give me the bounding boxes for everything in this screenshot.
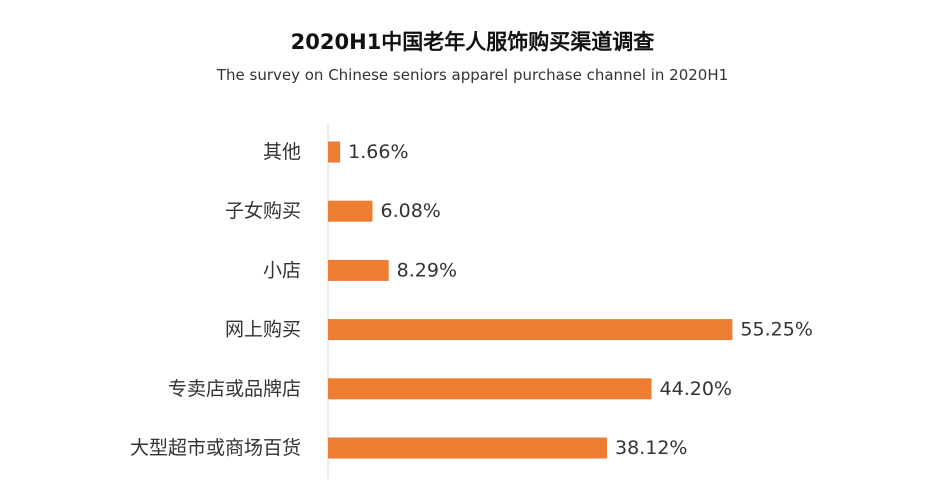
category-label: 网上购买 [225, 319, 301, 341]
bar [328, 437, 608, 459]
chart-subtitle: The survey on Chinese seniors apparel pu… [216, 66, 729, 84]
value-label: 44.20% [660, 378, 732, 400]
value-label: 38.12% [615, 437, 687, 459]
value-label: 1.66% [348, 141, 408, 163]
category-label: 专卖店或品牌店 [168, 378, 301, 400]
bar [328, 200, 373, 222]
category-label: 其他 [263, 141, 301, 163]
category-label: 大型超市或商场百货 [130, 437, 301, 459]
category-label: 子女购买 [225, 200, 301, 222]
bar [328, 259, 389, 281]
bar [328, 319, 733, 341]
bar [328, 141, 341, 163]
bars-layer: 其他 1.66% 子女购买 6.08% 小店 8.29% 网上购买 55.25% 专卖店或品牌店… [130, 141, 813, 459]
value-label: 6.08% [381, 200, 441, 222]
value-label: 8.29% [397, 259, 457, 281]
bar [328, 378, 652, 400]
chart-title: 2020H1中国老年人服饰购买渠道调查 [290, 30, 655, 54]
value-label: 55.25% [740, 319, 812, 341]
category-label: 小店 [263, 259, 301, 281]
